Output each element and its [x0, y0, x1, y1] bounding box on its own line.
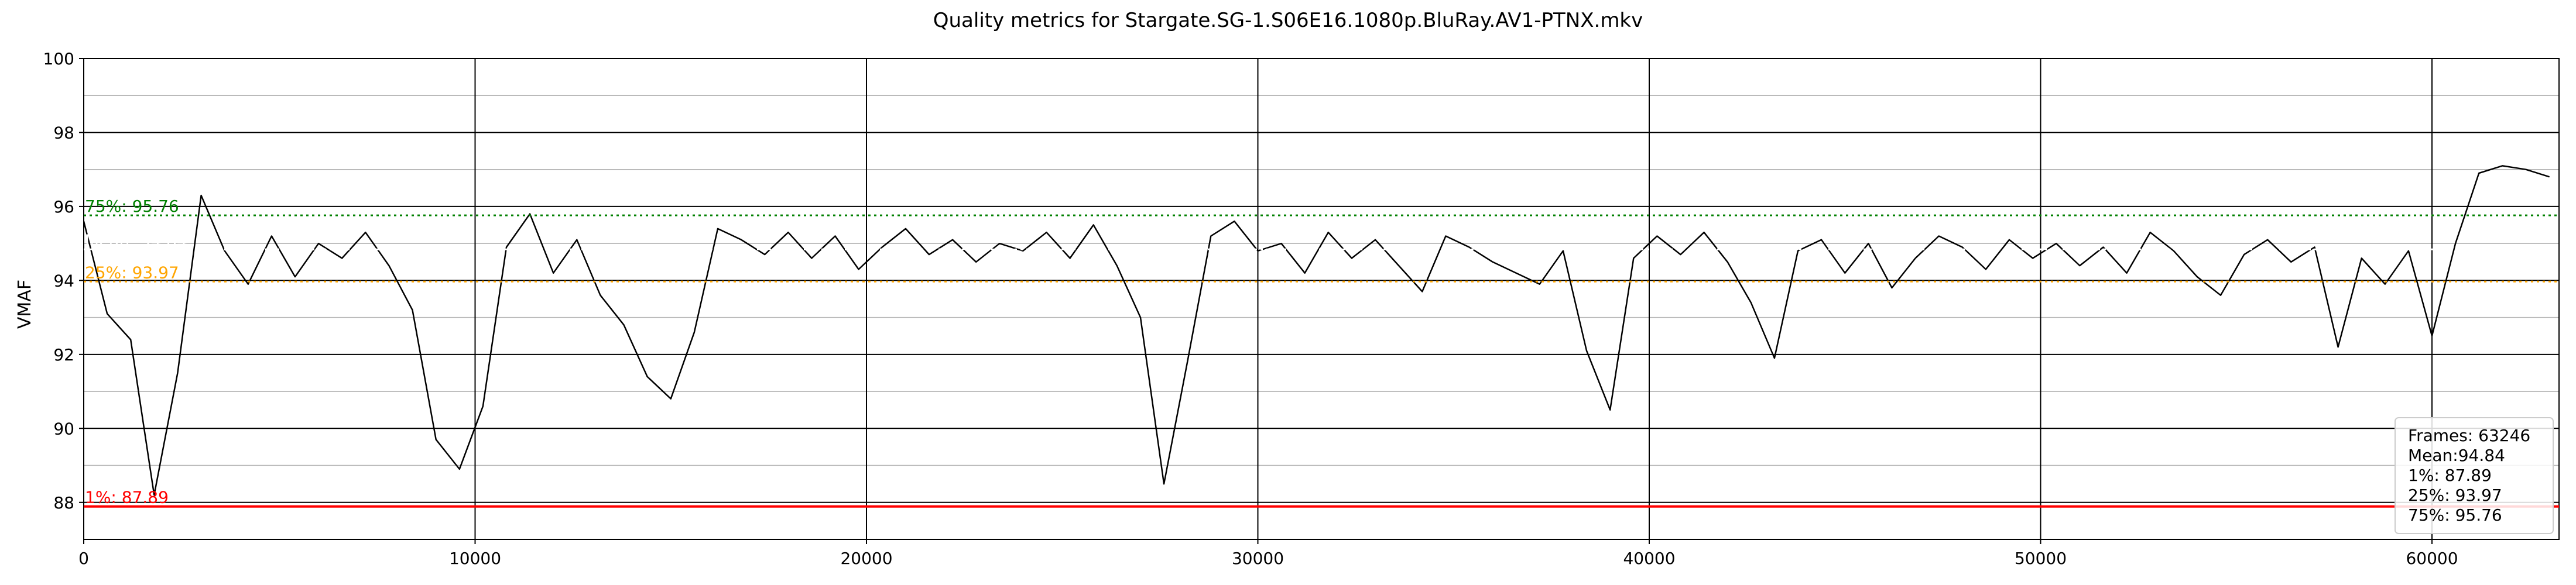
x-tick-label: 0: [78, 549, 89, 568]
reference-line-label: Mean: 94.84: [85, 230, 187, 250]
y-tick-label: 94: [53, 271, 74, 290]
reference-line-label: 1%: 87.89: [85, 488, 169, 507]
x-tick-label: 40000: [1623, 549, 1675, 568]
legend-entry: 1%: 87.89: [2408, 466, 2492, 485]
reference-line-label: 75%: 95.76: [85, 197, 179, 216]
gridlines: [83, 58, 2559, 540]
y-tick-label: 88: [53, 493, 74, 512]
y-tick-label: 92: [53, 345, 74, 364]
x-tick-label: 10000: [449, 549, 501, 568]
x-tick-label: 30000: [1232, 549, 1284, 568]
series-layer: [84, 165, 2550, 496]
vmaf-series-line: [84, 165, 2550, 496]
chart-title: Quality metrics for Stargate.SG-1.S06E16…: [933, 9, 1643, 32]
axis-ticks: 88 90 92 94 96 98 100 0 10000 20000 30000 40000 5000…: [43, 49, 2458, 568]
plot-border: [83, 58, 2560, 540]
x-tick-label: 60000: [2406, 549, 2458, 568]
y-tick-label: 96: [53, 197, 74, 216]
y-tick-label: 100: [43, 49, 74, 68]
x-tick-label: 20000: [840, 549, 892, 568]
legend-box: [2395, 417, 2554, 534]
y-tick-label: 98: [53, 123, 74, 142]
y-tick-label: 90: [53, 419, 74, 438]
legend-entry: 75%: 95.76: [2408, 505, 2502, 525]
legend-entry: Frames: 63246: [2408, 426, 2530, 445]
plot-frame: [83, 58, 2560, 540]
reference-line-label: 25%: 93.97: [85, 263, 179, 282]
legend-entry: 25%: 93.97: [2408, 486, 2502, 505]
y-axis-label: VMAF: [15, 280, 35, 329]
x-tick-label: 50000: [2015, 549, 2067, 568]
legend-entry: Mean:94.84: [2408, 446, 2505, 465]
